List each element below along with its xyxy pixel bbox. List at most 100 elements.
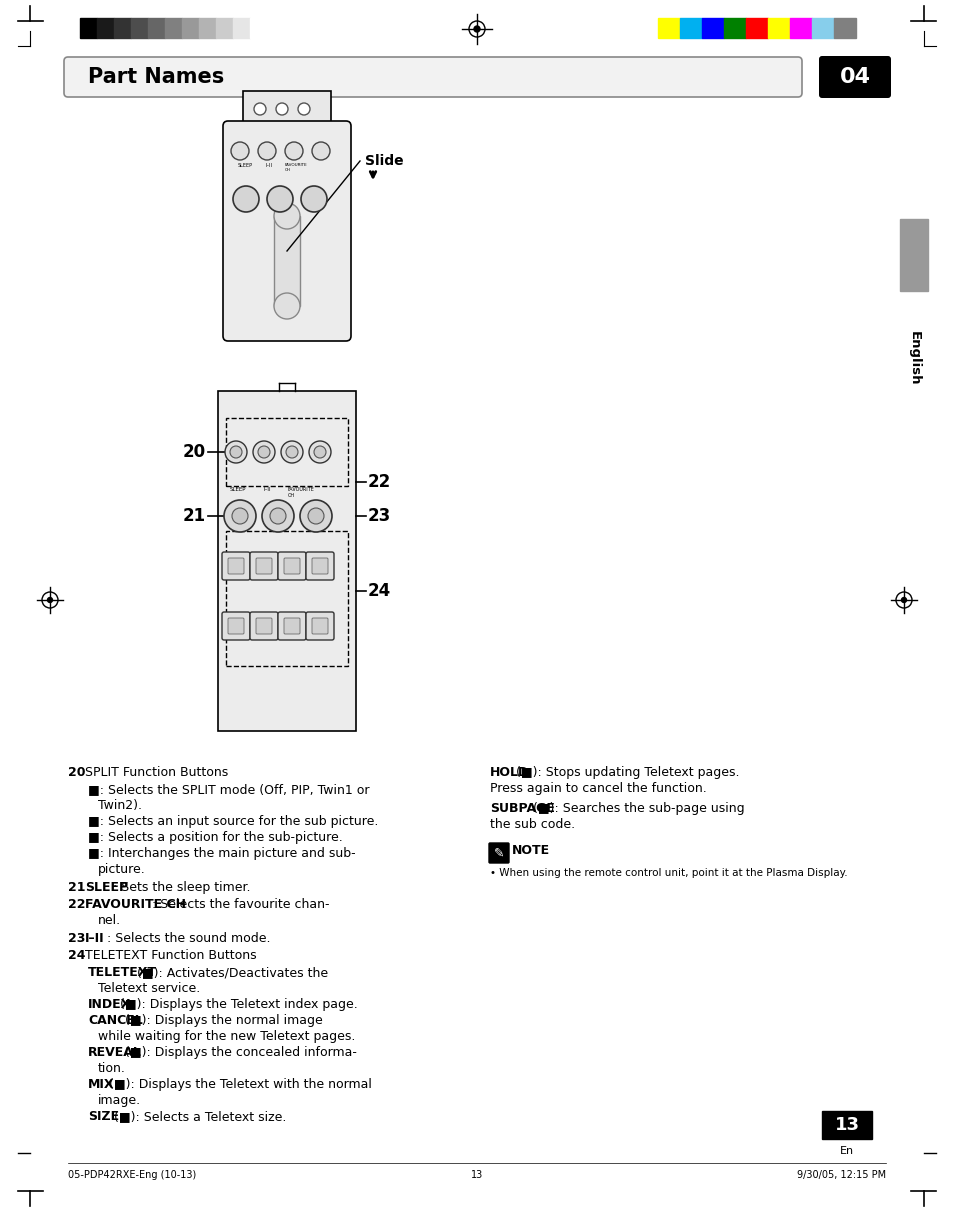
Bar [226,531,348,665]
Circle shape [297,103,310,115]
Text: ■: Selects a position for the sub-picture.: ■: Selects a position for the sub-pictur… [88,832,342,844]
Text: NOTE: NOTE [512,845,550,857]
Text: 20: 20 [68,766,90,779]
FancyBboxPatch shape [255,558,272,574]
Text: nel.: nel. [98,915,121,927]
Text: I–II: I–II [266,162,273,168]
Text: SUBPAGE: SUBPAGE [490,802,555,814]
Circle shape [232,508,248,524]
FancyBboxPatch shape [489,842,509,863]
Text: 22: 22 [368,473,391,491]
FancyBboxPatch shape [222,552,250,580]
Text: 22: 22 [68,897,90,911]
FancyBboxPatch shape [223,121,351,341]
FancyBboxPatch shape [250,552,277,580]
Bar [97,18,113,38]
Bar [679,18,701,38]
Circle shape [224,501,255,532]
Text: (■): Searches the sub-page using: (■): Searches the sub-page using [529,802,744,814]
FancyBboxPatch shape [818,56,890,98]
Circle shape [253,103,266,115]
Text: English: English [906,331,920,386]
Bar [226,418,348,486]
Circle shape [274,293,299,319]
Text: 13: 13 [834,1116,859,1134]
Circle shape [314,446,326,458]
FancyBboxPatch shape [312,558,328,574]
Text: 21: 21 [183,507,206,525]
FancyBboxPatch shape [228,618,244,634]
Text: I–II: I–II [85,932,104,945]
Text: FAVOURITE
CH: FAVOURITE CH [285,162,308,172]
Text: CANCEL: CANCEL [88,1013,143,1027]
Text: • When using the remote control unit, point it at the Plasma Display.: • When using the remote control unit, po… [490,868,846,878]
Circle shape [48,597,52,602]
Text: (■): Activates/Deactivates the: (■): Activates/Deactivates the [132,966,328,979]
Text: : Selects the favourite chan-: : Selects the favourite chan- [152,897,329,911]
Circle shape [309,441,331,463]
Circle shape [253,441,274,463]
FancyBboxPatch shape [250,612,277,640]
Text: FAVOURITE CH: FAVOURITE CH [85,897,186,911]
Text: 21: 21 [68,882,90,894]
Bar [80,18,97,38]
Circle shape [286,446,297,458]
Text: 05-PDP42RXE-Eng (10-13): 05-PDP42RXE-Eng (10-13) [68,1170,196,1179]
Circle shape [267,186,293,212]
Text: Teletext service.: Teletext service. [98,982,200,995]
Text: (■): Displays the normal image: (■): Displays the normal image [121,1013,323,1027]
Text: SLEEP: SLEEP [85,882,128,894]
Bar [215,18,233,38]
FancyBboxPatch shape [277,552,306,580]
FancyBboxPatch shape [255,618,272,634]
Text: 23: 23 [368,507,391,525]
Text: En: En [839,1147,853,1156]
Bar [658,18,679,38]
Text: 24: 24 [68,949,90,962]
Circle shape [262,501,294,532]
Circle shape [230,446,242,458]
Text: SLEEP: SLEEP [237,162,253,168]
Text: Press again to cancel the function.: Press again to cancel the function. [490,781,706,795]
Text: 13: 13 [471,1170,482,1179]
Circle shape [274,203,299,230]
Text: tion.: tion. [98,1062,126,1074]
Text: FAVOURITE
CH: FAVOURITE CH [288,487,314,498]
Bar [274,216,299,306]
Text: HOLD: HOLD [490,766,529,779]
Circle shape [231,142,249,160]
FancyBboxPatch shape [284,558,299,574]
Text: MIX: MIX [88,1078,114,1092]
FancyBboxPatch shape [284,618,299,634]
FancyBboxPatch shape [64,57,801,96]
Text: : Sets the sleep timer.: : Sets the sleep timer. [112,882,250,894]
FancyBboxPatch shape [222,612,250,640]
Text: while waiting for the new Teletext pages.: while waiting for the new Teletext pages… [98,1031,355,1043]
Bar [218,391,355,731]
Circle shape [257,142,275,160]
Text: Part Names: Part Names [88,67,224,87]
Circle shape [275,103,288,115]
Text: Twin2).: Twin2). [98,799,142,812]
Circle shape [901,597,905,602]
Text: the sub code.: the sub code. [490,818,575,832]
Text: 04: 04 [839,67,869,87]
Text: I–II: I–II [264,487,272,492]
Text: 23: 23 [68,932,90,945]
Text: 9/30/05, 12:15 PM: 9/30/05, 12:15 PM [796,1170,885,1179]
Bar [131,18,148,38]
Circle shape [225,441,247,463]
Text: ■: Selects the SPLIT mode (Off, PIP, Twin1 or: ■: Selects the SPLIT mode (Off, PIP, Twi… [88,783,369,796]
Circle shape [281,441,303,463]
Bar [811,18,833,38]
Bar [701,18,723,38]
Circle shape [312,142,330,160]
FancyBboxPatch shape [228,558,244,574]
Text: TELETEXT Function Buttons: TELETEXT Function Buttons [85,949,256,962]
Bar [250,18,267,38]
Text: SPLIT Function Buttons: SPLIT Function Buttons [85,766,228,779]
Bar [821,1111,871,1139]
Text: (■): Displays the Teletext with the normal: (■): Displays the Teletext with the norm… [105,1078,372,1092]
Text: SIZE: SIZE [88,1110,119,1123]
FancyBboxPatch shape [306,612,334,640]
